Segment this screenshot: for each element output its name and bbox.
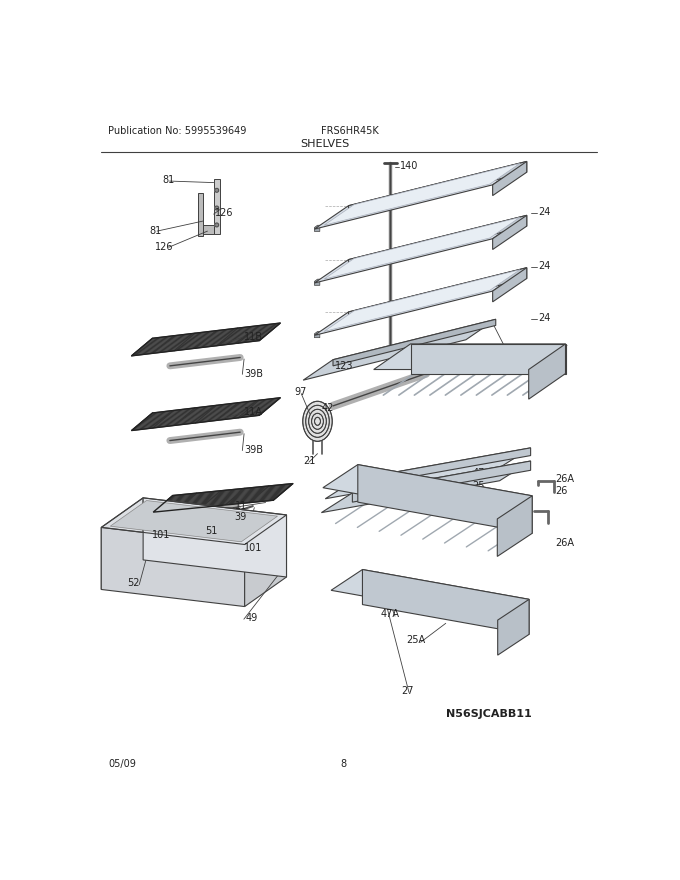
Text: 42: 42 <box>510 347 522 357</box>
Polygon shape <box>333 319 496 366</box>
Polygon shape <box>314 268 527 335</box>
Text: 11: 11 <box>235 501 247 511</box>
Text: 39B: 39B <box>244 444 263 455</box>
Polygon shape <box>101 498 143 590</box>
Text: 81: 81 <box>163 175 175 186</box>
Polygon shape <box>143 498 286 577</box>
Polygon shape <box>498 599 529 655</box>
Circle shape <box>215 206 219 210</box>
Polygon shape <box>314 279 320 285</box>
Text: 11A: 11A <box>244 407 262 417</box>
Polygon shape <box>214 179 220 234</box>
Text: 123: 123 <box>335 361 354 370</box>
Text: 140: 140 <box>401 161 419 171</box>
Polygon shape <box>323 465 532 519</box>
Text: 101: 101 <box>244 543 262 554</box>
Text: Publication No: 5995539649: Publication No: 5995539649 <box>108 126 247 136</box>
Polygon shape <box>245 515 286 606</box>
Polygon shape <box>492 161 527 195</box>
Text: 24: 24 <box>539 207 551 216</box>
Text: 39: 39 <box>235 512 247 522</box>
Text: 21: 21 <box>303 457 315 466</box>
Polygon shape <box>411 344 566 373</box>
Text: 126: 126 <box>215 209 234 218</box>
Polygon shape <box>492 268 527 302</box>
Text: 26A: 26A <box>556 474 575 484</box>
Text: 8: 8 <box>341 759 347 769</box>
Text: 101: 101 <box>152 531 170 540</box>
Circle shape <box>215 188 219 192</box>
Polygon shape <box>101 527 245 606</box>
Text: 51: 51 <box>205 526 218 537</box>
Text: 25A: 25A <box>407 635 426 645</box>
Text: 62: 62 <box>510 361 522 370</box>
Polygon shape <box>322 461 530 513</box>
Polygon shape <box>348 216 527 270</box>
Ellipse shape <box>303 401 333 441</box>
Polygon shape <box>497 495 532 556</box>
Polygon shape <box>303 319 496 380</box>
Polygon shape <box>314 216 527 283</box>
Text: 26: 26 <box>556 486 568 495</box>
Polygon shape <box>356 448 530 487</box>
Polygon shape <box>324 164 520 225</box>
Text: 24: 24 <box>539 260 551 271</box>
Text: 52: 52 <box>128 578 140 588</box>
Polygon shape <box>358 465 532 533</box>
Text: 97: 97 <box>294 387 307 397</box>
Text: 126: 126 <box>155 241 173 252</box>
Text: 24: 24 <box>539 313 551 323</box>
Polygon shape <box>325 448 530 499</box>
Text: 39B: 39B <box>244 369 263 378</box>
Text: 42: 42 <box>322 403 334 414</box>
Polygon shape <box>331 569 529 620</box>
Text: N56SJCABB11: N56SJCABB11 <box>446 709 532 719</box>
Polygon shape <box>314 332 320 338</box>
Polygon shape <box>348 268 527 323</box>
Text: SHELVES: SHELVES <box>301 139 350 149</box>
Polygon shape <box>203 225 214 234</box>
Polygon shape <box>314 225 320 231</box>
Text: 47A: 47A <box>381 609 400 619</box>
Text: 81: 81 <box>150 226 162 236</box>
Polygon shape <box>348 161 527 216</box>
Text: 47: 47 <box>473 468 485 478</box>
Polygon shape <box>352 461 530 502</box>
Text: FRS6HR45K: FRS6HR45K <box>322 126 379 136</box>
Text: 25: 25 <box>473 481 485 491</box>
Text: 27: 27 <box>401 686 413 696</box>
Polygon shape <box>198 193 203 237</box>
Text: 05/09: 05/09 <box>108 759 136 769</box>
Circle shape <box>215 223 219 227</box>
Polygon shape <box>110 501 277 542</box>
Polygon shape <box>362 569 529 634</box>
Polygon shape <box>492 216 527 250</box>
Polygon shape <box>374 344 566 370</box>
Polygon shape <box>528 344 566 400</box>
Text: 26A: 26A <box>556 538 575 548</box>
Text: 11B: 11B <box>244 332 263 341</box>
Text: 49: 49 <box>245 612 258 623</box>
Polygon shape <box>324 217 520 279</box>
Polygon shape <box>324 269 520 332</box>
Polygon shape <box>314 161 527 229</box>
